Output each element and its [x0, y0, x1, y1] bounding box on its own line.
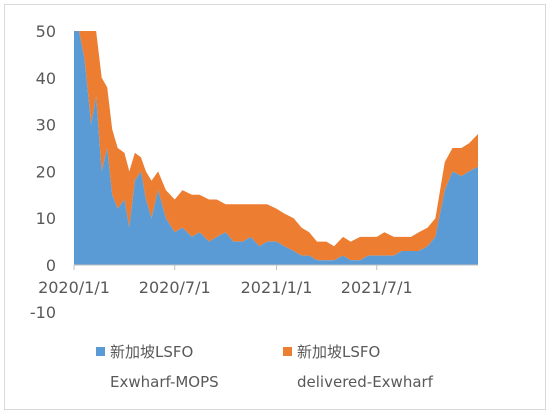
legend-label: 新加坡LSFO	[110, 343, 193, 361]
y-tick-label: 0	[46, 256, 56, 275]
y-tick-label: 40	[36, 69, 56, 88]
y-axis: -10 0 10 20 30 40 50	[30, 22, 56, 322]
series-exwharf-mops-area	[74, 31, 478, 265]
x-tick-label: 2021/7/1	[341, 278, 413, 297]
y-tick-label: 30	[36, 116, 56, 135]
y-tick-label: 50	[36, 22, 56, 41]
x-tick-label: 2020/1/1	[38, 278, 110, 297]
y-tick-label: 10	[36, 209, 56, 228]
legend-swatch	[96, 347, 105, 356]
x-axis: 2020/1/1 2020/7/1 2021/1/1 2021/7/1	[38, 264, 478, 297]
x-tick-label: 2020/7/1	[139, 278, 211, 297]
legend-swatch	[283, 347, 292, 356]
series-delivered-exwharf-area	[74, 31, 478, 261]
legend: 新加坡LSFO Exwharf-MOPS 新加坡LSFO delivered-Exwh…	[96, 343, 434, 391]
legend-label: 新加坡LSFO	[297, 343, 380, 361]
y-tick-label: 20	[36, 162, 56, 181]
legend-label-line2: delivered-Exwharf	[297, 373, 434, 391]
x-tick-label: 2021/1/1	[241, 278, 313, 297]
series-areas	[74, 31, 478, 265]
legend-label-line2: Exwharf-MOPS	[110, 373, 219, 391]
y-tick-label: -10	[30, 303, 56, 322]
